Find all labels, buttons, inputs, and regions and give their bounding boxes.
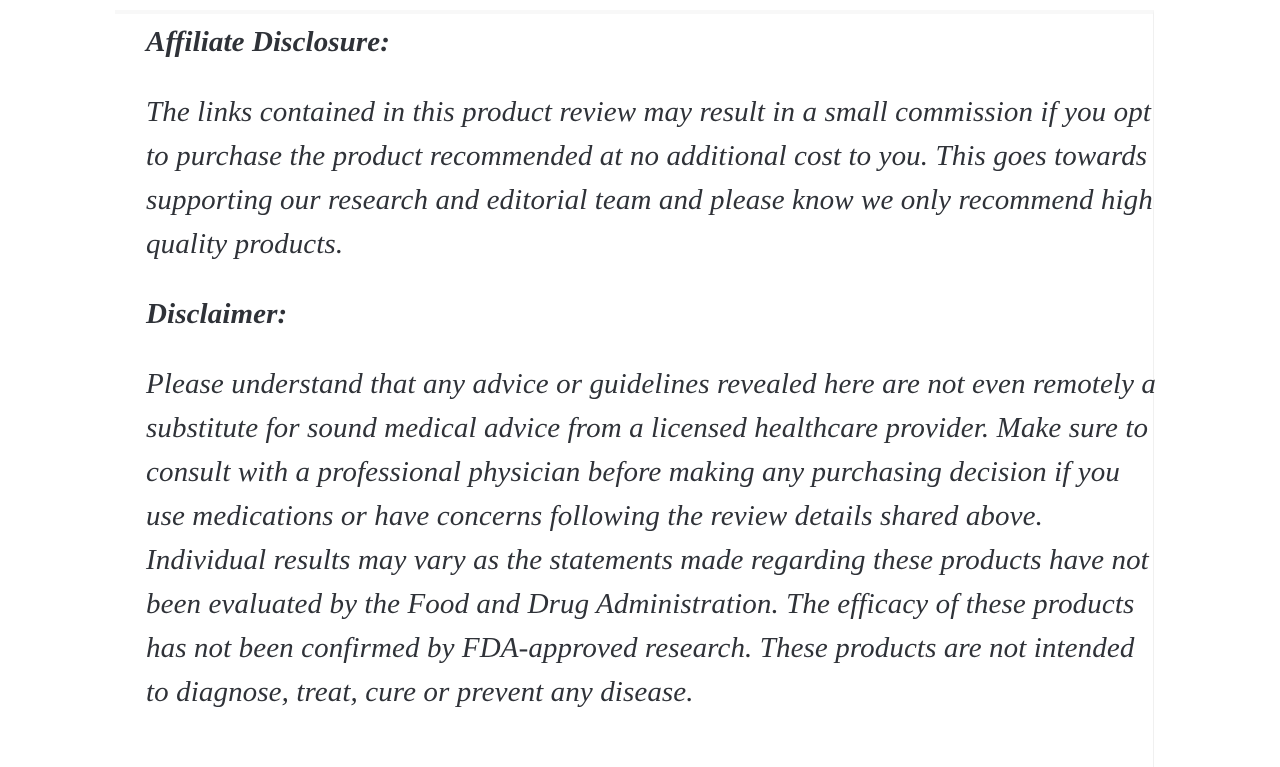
disclaimer-section: Disclaimer: Please understand that any a… bbox=[146, 292, 1162, 714]
affiliate-disclosure-heading: Affiliate Disclosure: bbox=[146, 26, 391, 58]
affiliate-disclosure-section: Affiliate Disclosure: The links containe… bbox=[146, 20, 1162, 266]
disclaimer-text: Please understand that any advice or gui… bbox=[146, 368, 1157, 708]
disclaimer-heading: Disclaimer: bbox=[146, 298, 288, 330]
affiliate-disclosure-text: The links contained in this product revi… bbox=[146, 96, 1153, 260]
disclosure-article: Affiliate Disclosure: The links containe… bbox=[146, 20, 1162, 740]
